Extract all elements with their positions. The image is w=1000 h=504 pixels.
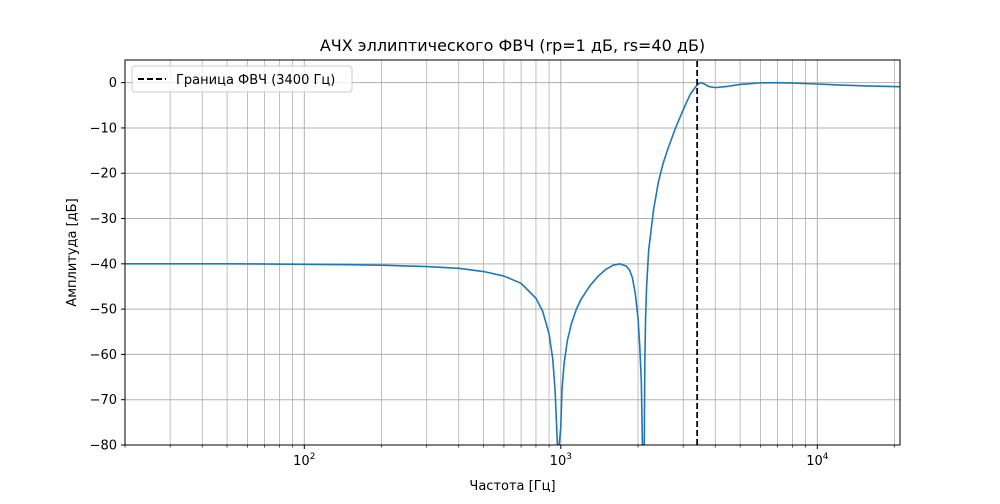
y-tick-label: −10 bbox=[90, 121, 117, 136]
y-tick-label: −20 bbox=[90, 167, 117, 182]
y-axis-label: Амплитуда [дБ] bbox=[65, 198, 80, 306]
plot-area bbox=[125, 60, 900, 445]
y-tick-label: −80 bbox=[90, 439, 117, 454]
y-tick-label: −60 bbox=[90, 348, 117, 363]
y-tick-label: −70 bbox=[90, 393, 117, 408]
x-axis-label: Частота [Гц] bbox=[469, 479, 555, 494]
x-tick-label: 102 bbox=[293, 452, 315, 469]
axis-ticks: 0 −10 −20 −30 −40 −50 −60 −70 −80 102 103 104 bbox=[90, 76, 895, 469]
y-tick-label: −40 bbox=[90, 257, 117, 272]
y-tick-label: −50 bbox=[90, 303, 117, 318]
chart-title: АЧХ эллиптического ФВЧ (rp=1 дБ, rs=40 д… bbox=[320, 36, 705, 55]
legend-label: Граница ФВЧ (3400 Гц) bbox=[176, 73, 335, 88]
legend-box bbox=[131, 65, 353, 93]
y-tick-label: 0 bbox=[109, 76, 117, 91]
axes-frame bbox=[124, 59, 901, 446]
y-tick-label: −30 bbox=[90, 212, 117, 227]
x-tick-label: 103 bbox=[550, 452, 572, 469]
x-tick-label: 104 bbox=[806, 452, 829, 469]
grid bbox=[124, 60, 900, 446]
frequency-response-line bbox=[125, 81, 900, 445]
legend: Граница ФВЧ (3400 Гц) bbox=[131, 65, 353, 93]
